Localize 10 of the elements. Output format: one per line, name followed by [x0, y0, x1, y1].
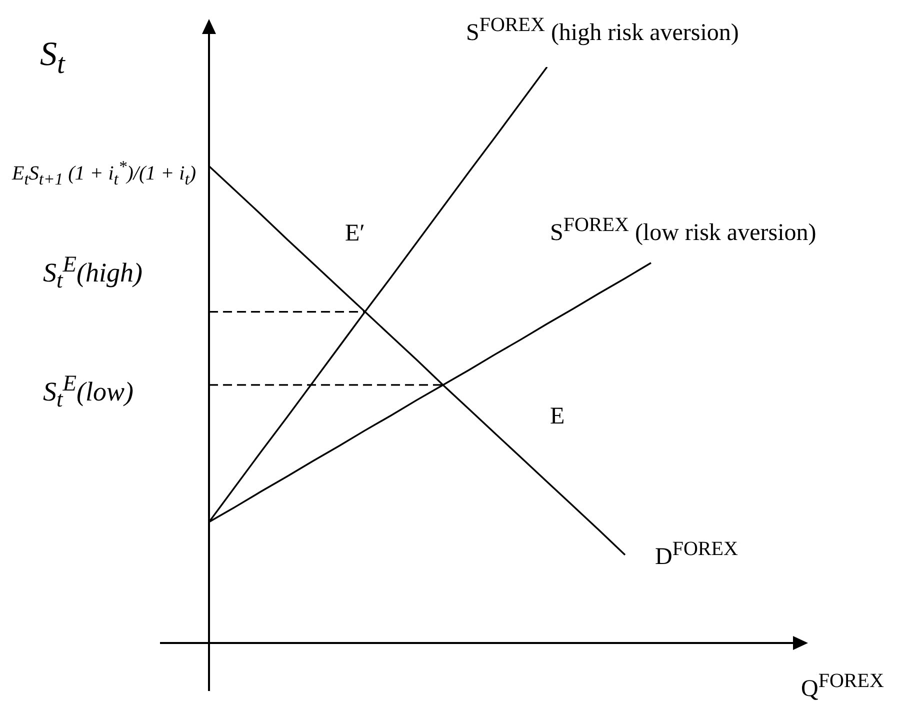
- annotation: E: [550, 404, 565, 430]
- text: S$^{FOREX}$ (high risk aversion): [466, 14, 739, 46]
- y-axis-title: S$_{t}$: [40, 36, 65, 80]
- x-axis-title: Q$^{FOREX}$: [801, 670, 884, 702]
- text: S$_{t}$$^{E}$(low): [43, 370, 134, 412]
- series-label: D$^{FOREX}$: [655, 538, 738, 570]
- text: S$_{t}$$^{E}$(high): [43, 251, 142, 293]
- annotation: E′: [345, 220, 365, 247]
- text: E$_{t}$S$_{t+1}$ (1 + i$_{t}$$^{*}$)/(1 + i$_{t}$): [12, 156, 196, 188]
- series-label: S$^{FOREX}$ (low risk aversion): [550, 214, 816, 246]
